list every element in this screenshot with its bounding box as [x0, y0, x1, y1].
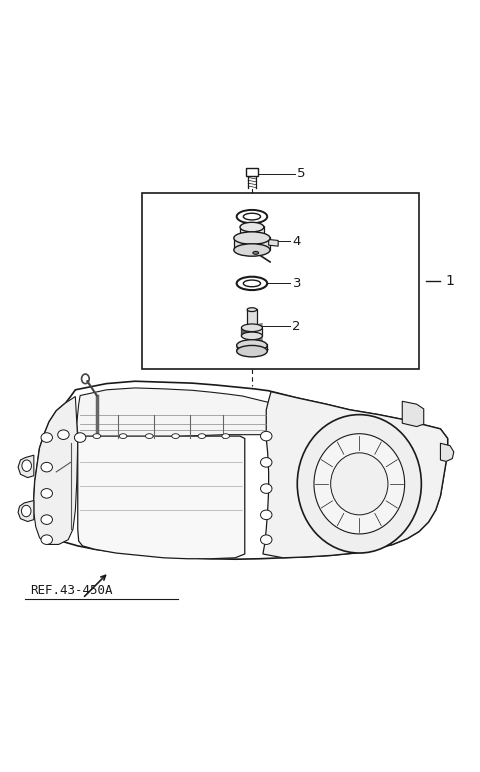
Text: 4: 4	[292, 235, 301, 248]
Ellipse shape	[22, 460, 32, 472]
Ellipse shape	[234, 244, 270, 256]
Ellipse shape	[58, 430, 69, 439]
Ellipse shape	[243, 280, 261, 286]
Bar	[142, 193, 419, 369]
Ellipse shape	[145, 434, 153, 438]
Text: 5: 5	[297, 167, 306, 180]
Text: 1: 1	[445, 274, 454, 288]
Ellipse shape	[240, 233, 264, 243]
Polygon shape	[18, 455, 34, 478]
Ellipse shape	[314, 434, 405, 534]
Ellipse shape	[241, 324, 263, 332]
Ellipse shape	[331, 453, 388, 515]
Ellipse shape	[172, 434, 180, 438]
Bar	[246, 168, 258, 177]
Ellipse shape	[253, 252, 259, 254]
Polygon shape	[18, 500, 34, 522]
Ellipse shape	[261, 535, 272, 544]
Bar	[237, 344, 267, 351]
Text: 3: 3	[292, 277, 301, 290]
Bar	[241, 328, 263, 336]
Ellipse shape	[240, 222, 264, 232]
Ellipse shape	[41, 433, 52, 442]
Ellipse shape	[237, 340, 267, 351]
Ellipse shape	[237, 345, 267, 357]
Ellipse shape	[237, 276, 267, 290]
Ellipse shape	[247, 308, 257, 312]
Ellipse shape	[41, 535, 52, 544]
Bar	[247, 309, 257, 329]
Text: 2: 2	[292, 320, 301, 333]
Ellipse shape	[243, 213, 261, 220]
Ellipse shape	[261, 484, 272, 493]
Ellipse shape	[41, 515, 52, 524]
Bar	[234, 237, 270, 250]
Ellipse shape	[241, 332, 263, 340]
Ellipse shape	[22, 506, 31, 516]
Ellipse shape	[74, 433, 86, 442]
Polygon shape	[263, 391, 447, 558]
Ellipse shape	[41, 489, 52, 498]
Bar	[240, 226, 264, 238]
Polygon shape	[269, 239, 278, 246]
Ellipse shape	[41, 462, 52, 472]
Ellipse shape	[261, 458, 272, 467]
Polygon shape	[441, 443, 454, 462]
Polygon shape	[34, 381, 447, 559]
Polygon shape	[402, 401, 424, 427]
Ellipse shape	[261, 510, 272, 520]
Ellipse shape	[297, 415, 421, 553]
Ellipse shape	[261, 432, 272, 441]
Ellipse shape	[93, 434, 101, 438]
Ellipse shape	[234, 232, 270, 244]
Text: REF.43-450A: REF.43-450A	[30, 584, 112, 598]
Polygon shape	[78, 436, 245, 559]
Ellipse shape	[198, 434, 205, 438]
Polygon shape	[77, 388, 417, 454]
Ellipse shape	[237, 210, 267, 223]
Polygon shape	[34, 397, 78, 544]
Ellipse shape	[222, 434, 229, 438]
Ellipse shape	[119, 434, 127, 438]
